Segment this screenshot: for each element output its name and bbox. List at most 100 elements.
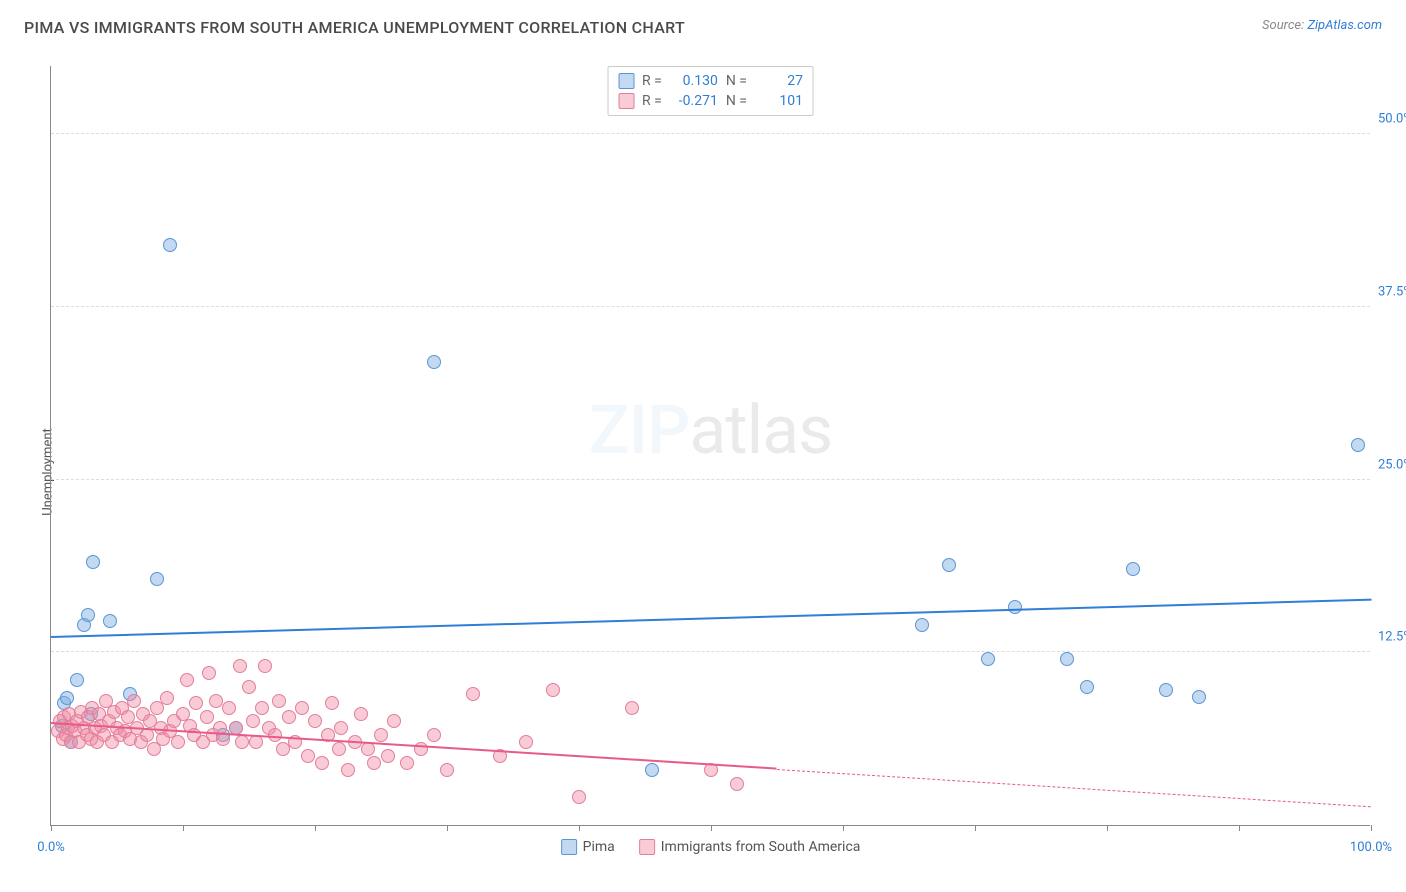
x-tick <box>183 825 184 831</box>
legend-r-value: -0.271 <box>670 93 718 109</box>
legend-stat-row: R = 0.130 N = 27 <box>618 71 803 91</box>
data-point <box>301 749 315 763</box>
legend-swatch <box>561 839 577 855</box>
data-point <box>466 687 480 701</box>
data-point <box>400 756 414 770</box>
data-point <box>519 735 533 749</box>
x-tick-label: 100.0% <box>1350 840 1392 855</box>
data-point <box>334 721 348 735</box>
data-point <box>209 694 223 708</box>
legend-item: Immigrants from South America <box>639 839 861 855</box>
data-point <box>572 790 586 804</box>
data-point <box>332 742 346 756</box>
y-tick-label: 37.5% <box>1378 284 1406 299</box>
data-point <box>354 707 368 721</box>
x-tick <box>843 825 844 831</box>
data-point <box>1351 438 1365 452</box>
data-point <box>171 735 185 749</box>
data-point <box>367 756 381 770</box>
data-point <box>163 238 177 252</box>
data-point <box>625 701 639 715</box>
data-point <box>1080 680 1094 694</box>
legend-n-value: 101 <box>755 93 803 109</box>
x-tick <box>1371 825 1372 831</box>
data-point <box>150 572 164 586</box>
y-tick-label: 12.5% <box>1378 630 1406 645</box>
data-point <box>546 683 560 697</box>
data-point <box>1159 683 1173 697</box>
data-point <box>374 728 388 742</box>
plot-area: ZIPatlas R =0.130N =27R =-0.271N =101 Pi… <box>50 66 1370 826</box>
source-link[interactable]: ZipAtlas.com <box>1307 18 1382 33</box>
x-tick <box>579 825 580 831</box>
data-point <box>1126 562 1140 576</box>
data-point <box>81 608 95 622</box>
x-tick <box>447 825 448 831</box>
data-point <box>255 701 269 715</box>
data-point <box>200 710 214 724</box>
data-point <box>915 618 929 632</box>
data-point <box>189 696 203 710</box>
data-point <box>427 728 441 742</box>
data-point <box>981 652 995 666</box>
data-point <box>645 763 659 777</box>
legend-stats: R = 0.130 N = 27 R = -0.271 N = 101 <box>607 66 814 116</box>
trend-line <box>51 599 1371 638</box>
legend-label: Pima <box>583 839 615 855</box>
legend-swatch <box>639 839 655 855</box>
x-tick <box>975 825 976 831</box>
data-point <box>440 763 454 777</box>
data-point <box>1060 652 1074 666</box>
data-point <box>315 756 329 770</box>
watermark: ZIPatlas <box>589 390 833 470</box>
data-point <box>272 694 286 708</box>
legend-n-value: 27 <box>755 73 803 89</box>
data-point <box>60 691 74 705</box>
grid-line <box>51 479 1370 480</box>
x-tick <box>51 825 52 831</box>
data-point <box>1192 690 1206 704</box>
source-attribution: Source: ZipAtlas.com <box>1262 18 1382 33</box>
x-tick <box>1239 825 1240 831</box>
legend-r-label: R = <box>642 93 662 109</box>
legend-swatch <box>618 93 634 109</box>
legend-r-label: R = <box>642 73 662 89</box>
data-point <box>282 710 296 724</box>
legend-series: Pima Immigrants from South America <box>561 839 861 855</box>
legend-stat-row: R = -0.271 N = 101 <box>618 91 803 111</box>
x-tick <box>315 825 316 831</box>
data-point <box>295 701 309 715</box>
y-tick-label: 50.0% <box>1378 112 1406 127</box>
legend-swatch <box>618 73 634 89</box>
data-point <box>246 714 260 728</box>
data-point <box>341 763 355 777</box>
data-point <box>160 691 174 705</box>
legend-item: Pima <box>561 839 615 855</box>
grid-line <box>51 133 1370 134</box>
legend-n-label: N = <box>726 93 747 109</box>
data-point <box>325 696 339 710</box>
data-point <box>308 714 322 728</box>
data-point <box>103 614 117 628</box>
x-tick-label: 0.0% <box>37 840 65 855</box>
data-point <box>387 714 401 728</box>
legend-n-label: N = <box>726 73 747 89</box>
data-point <box>1008 600 1022 614</box>
trend-line-extrap <box>777 769 1371 807</box>
data-point <box>222 701 236 715</box>
grid-line <box>51 651 1370 652</box>
data-point <box>942 558 956 572</box>
data-point <box>427 355 441 369</box>
data-point <box>235 735 249 749</box>
data-point <box>86 555 100 569</box>
data-point <box>202 666 216 680</box>
chart-title: PIMA VS IMMIGRANTS FROM SOUTH AMERICA UN… <box>24 18 685 37</box>
data-point <box>258 659 272 673</box>
data-point <box>233 659 247 673</box>
legend-r-value: 0.130 <box>670 73 718 89</box>
data-point <box>127 694 141 708</box>
data-point <box>730 777 744 791</box>
data-point <box>381 749 395 763</box>
data-point <box>70 673 84 687</box>
source-prefix: Source: <box>1262 18 1307 33</box>
